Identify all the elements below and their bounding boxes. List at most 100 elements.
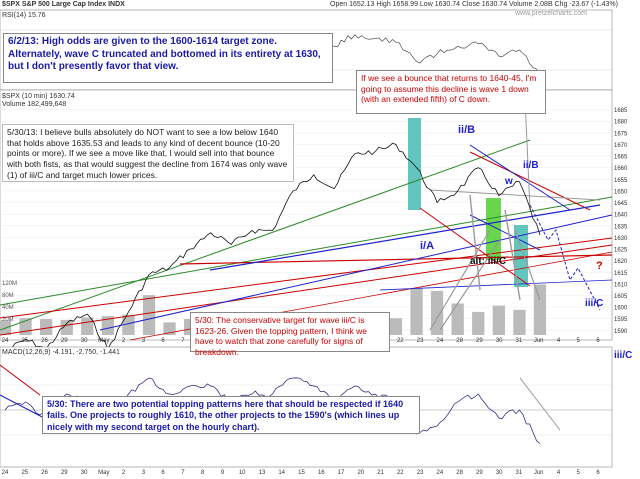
price-tick-label: 1630 (614, 236, 628, 242)
volume-bar (533, 284, 547, 335)
arrow-lines (429, 97, 541, 331)
volume-bar (142, 295, 156, 335)
date-tick-label: 5 (577, 470, 581, 476)
volume-bar (410, 288, 423, 335)
teal-target-box (408, 118, 421, 210)
price-tick-label: 1620 (614, 259, 628, 265)
price-tick-label: 1645 (614, 201, 628, 207)
price-tick-label: 1610 (614, 282, 628, 288)
date-tick-label: 25 (21, 338, 28, 344)
date-tick-label: Jun (534, 338, 544, 344)
price-tick-label: 1605 (614, 294, 628, 300)
wave-label-alt: alt: iii/C (470, 256, 507, 267)
date-tick-label: 29 (61, 470, 68, 476)
date-tick-label: 3 (142, 470, 146, 476)
volume-bar (513, 309, 526, 335)
date-tick-label: 21 (377, 470, 384, 476)
date-tick-label: 23 (417, 470, 424, 476)
date-tick-label: 29 (476, 338, 483, 344)
price-tick-label: 1600 (614, 306, 628, 312)
wave-label-iiB-2: ii/B (523, 160, 539, 171)
date-tick-label: 30 (81, 338, 88, 344)
volume-bar (122, 314, 135, 335)
price-tick-label: 1590 (614, 329, 628, 335)
date-tick-label: 29 (476, 470, 483, 476)
watermark: www.pretzelcharts.com (515, 10, 587, 17)
date-tick-label: 24 (437, 470, 444, 476)
volume-bar (81, 317, 94, 335)
ticker-label: $SPX S&P 500 Large Cap Index INDX (2, 1, 125, 8)
date-tick-label: 13 (259, 470, 266, 476)
date-tick-label: 22 (397, 338, 404, 344)
date-tick-label: 6 (161, 338, 165, 344)
ohlc-readout: Open 1652.13 High 1658.99 Low 1630.74 Cl… (330, 1, 618, 8)
date-tick-label: 24 (2, 338, 9, 344)
date-tick-label: 6 (161, 470, 165, 476)
date-tick-label: Jun (534, 470, 544, 476)
price-tick-label: 1640 (614, 213, 628, 219)
date-tick-label: 9 (221, 470, 225, 476)
price-tick-label: 1625 (614, 248, 628, 254)
date-tick-label: 23 (417, 338, 424, 344)
price-label: $SPX (10 min) 1630.74 (2, 93, 75, 100)
date-axis: 24242525262629293030MayMay22336677889910… (2, 281, 601, 476)
volume-label: Volume 182,499,648 (2, 101, 67, 108)
price-tick-label: 1595 (614, 317, 628, 323)
volume-bar (492, 305, 505, 335)
date-tick-label: 26 (41, 338, 48, 344)
price-tick-label: 1685 (614, 108, 628, 114)
macd-label: MACD(12,26,9) -4.191, -2.750, -1.441 (2, 349, 120, 356)
date-tick-label: 22 (397, 470, 404, 476)
volume-tick-label: 80M (2, 293, 14, 299)
question-mark: ? (596, 260, 603, 272)
teal-target-box-2 (514, 225, 528, 287)
date-tick-label: 30 (81, 470, 88, 476)
rsi-label: RSI(14) 15.76 (2, 12, 46, 19)
note-5-30-13: 5/30/13: I believe bulls absolutely do N… (2, 124, 294, 182)
date-tick-label: 4 (557, 470, 561, 476)
wave-label-iiB: ii/B (458, 124, 476, 136)
date-tick-label: May (98, 338, 109, 344)
date-tick-label: 14 (278, 470, 285, 476)
date-tick-label: 25 (21, 470, 28, 476)
date-tick-label: 7 (181, 470, 185, 476)
note-6-2-13: 6/2/13: High odds are given to the 1600-… (3, 33, 333, 83)
date-tick-label: 5 (577, 338, 581, 344)
price-tick-label: 1615 (614, 271, 628, 277)
price-axis: 1685 1680 1675 1670 1665 1660 1655 1650 1645 1640… (614, 108, 628, 335)
date-tick-label: 2 (122, 338, 126, 344)
price-line (4, 142, 541, 352)
note-5-30-topping: 5/30: There are two potential topping pa… (42, 396, 420, 434)
date-tick-label: 10 (239, 470, 246, 476)
date-tick-label: 16 (318, 470, 325, 476)
date-tick-label: 30 (496, 470, 503, 476)
price-tick-label: 1635 (614, 224, 628, 230)
price-tick-label: 1665 (614, 155, 628, 161)
volume-bar (389, 318, 403, 335)
date-tick-label: 24 (437, 338, 444, 344)
price-tick-label: 1675 (614, 131, 628, 137)
date-tick-label: 31 (516, 338, 523, 344)
date-tick-label: 6 (596, 470, 600, 476)
price-tick-label: 1660 (614, 166, 628, 172)
date-tick-label: 31 (516, 470, 523, 476)
date-tick-label: 20 (357, 470, 364, 476)
volume-bar (451, 303, 464, 335)
date-tick-label: 8 (201, 470, 205, 476)
volume-bar (40, 319, 53, 335)
date-tick-label: 6 (596, 338, 600, 344)
date-tick-label: 2 (122, 470, 126, 476)
date-tick-label: 28 (456, 338, 463, 344)
date-tick-label: 3 (142, 338, 146, 344)
volume-tick-label: 120M (2, 281, 17, 287)
price-tick-label: 1670 (614, 143, 628, 149)
date-tick-label: 26 (41, 470, 48, 476)
date-tick-label: May (98, 470, 109, 476)
date-tick-label: 15 (298, 470, 305, 476)
wave-label-iiiC: iii/C (585, 298, 604, 309)
date-tick-label: 7 (181, 338, 185, 344)
date-tick-label: 17 (338, 470, 345, 476)
volume-bar (60, 319, 73, 335)
volume-bar (101, 316, 114, 335)
